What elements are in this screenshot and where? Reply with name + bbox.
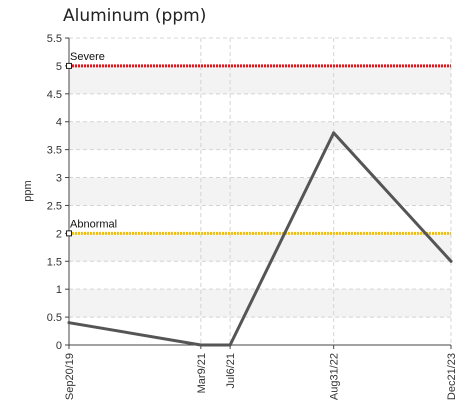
data-point [228,343,232,347]
x-tick-label: Dec21/23 [446,353,457,400]
data-point [67,321,71,325]
grid-band [69,65,451,94]
grid-band [69,177,451,206]
y-tick-label: 1.5 [47,256,62,268]
grid-band [69,233,451,262]
threshold-marker-abnormal [66,230,72,237]
y-tick-label: 4.5 [47,89,62,101]
grid-band [69,121,451,150]
grid-band [69,289,451,318]
y-tick-label: 2 [56,228,62,240]
x-tick-label: Sep20/19 [64,353,76,400]
threshold-label-severe: Severe [70,51,105,63]
y-tick-label: 3 [56,173,62,185]
y-tick-label: 2.5 [47,200,62,212]
y-tick-label: 0 [56,340,62,352]
x-tick-label: Jul6/21 [225,353,237,388]
y-tick-label: 5 [56,61,62,73]
y-tick-label: 4 [56,117,62,129]
data-point [199,343,203,347]
y-tick-label: 5.5 [47,33,62,45]
data-point [332,131,336,135]
y-tick-label: 3.5 [47,145,62,157]
x-tick-label: Mar9/21 [196,353,208,393]
threshold-marker-severe [66,62,72,69]
y-tick-label: 1 [56,284,62,296]
data-point [449,259,453,263]
y-axis-label: ppm [22,180,34,201]
chart-title: Aluminum (ppm) [63,6,207,26]
y-tick-label: 0.5 [47,312,62,324]
x-tick-label: Aug31/22 [329,353,341,400]
threshold-label-abnormal: Abnormal [70,218,117,230]
